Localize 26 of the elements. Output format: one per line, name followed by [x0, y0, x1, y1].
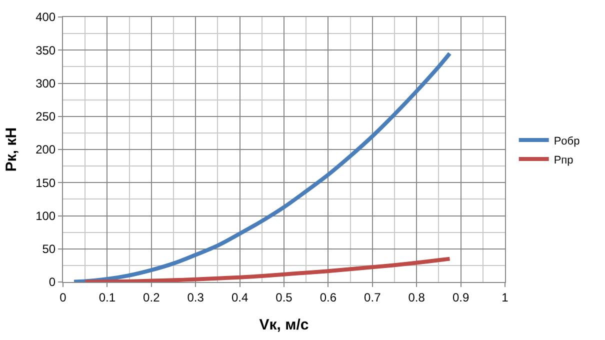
x-tick-label: 0.2 [143, 290, 160, 304]
y-tick-label: 100 [36, 208, 56, 223]
legend-label: Pобр [554, 135, 580, 148]
y-tick-label: 150 [36, 176, 56, 190]
y-tick-label: 200 [36, 142, 56, 157]
x-tick-label: 0.7 [364, 290, 382, 304]
y-tick-label: 0 [48, 275, 56, 290]
line-series [83, 256, 452, 282]
x-tick-label: 0.3 [187, 290, 204, 304]
legend-label: Pпр [554, 154, 574, 166]
y-axis-title: Pк, кН [2, 127, 20, 172]
y-tick-label: 300 [36, 76, 56, 90]
y-tick-label: 50 [42, 242, 56, 256]
line-series [72, 51, 452, 282]
y-tick-label: 400 [36, 10, 56, 24]
x-tick-label: 0 [60, 290, 67, 304]
x-tick-label: 0.9 [452, 290, 470, 304]
x-tick-label: 1 [502, 290, 509, 304]
x-tick-label: 0.6 [320, 290, 337, 304]
y-tick-label: 350 [36, 43, 56, 58]
x-tick-label: 0.5 [276, 290, 293, 304]
x-tick-label: 0.4 [231, 290, 248, 304]
x-tick-label: 0.8 [408, 290, 426, 304]
x-axis-title: Vк, м/с [259, 316, 309, 334]
y-tick-label: 250 [36, 110, 56, 124]
x-tick-label: 0.1 [98, 290, 116, 304]
